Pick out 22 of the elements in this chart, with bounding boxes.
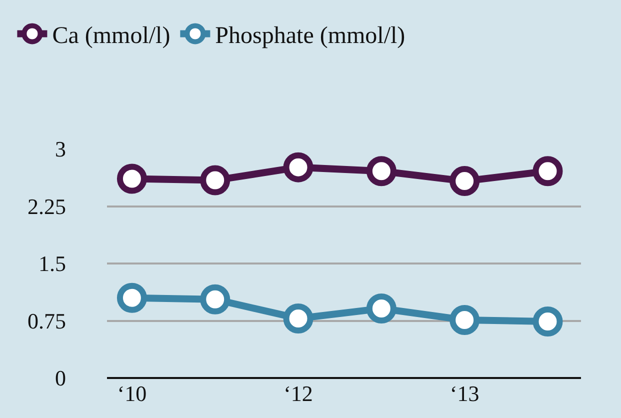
y-tick-label: 1.5 bbox=[38, 251, 66, 276]
x-tick-label: ‘10 bbox=[117, 381, 147, 406]
legend-label: Ca (mmol/l) bbox=[52, 23, 170, 50]
point bbox=[116, 282, 147, 313]
point bbox=[450, 304, 480, 335]
point bbox=[200, 165, 230, 196]
legend-label: Phosphate (mmol/l) bbox=[215, 23, 406, 50]
point bbox=[116, 164, 147, 194]
y-tick-label: 0.75 bbox=[28, 308, 66, 334]
x-tick-label: ‘13 bbox=[450, 381, 480, 406]
point bbox=[532, 156, 563, 186]
point bbox=[532, 306, 563, 336]
point bbox=[366, 294, 396, 324]
x-tick-label: ‘12 bbox=[284, 381, 313, 406]
point bbox=[200, 284, 230, 314]
y-tick-label: 0 bbox=[55, 366, 66, 391]
y-tick-label: 2.25 bbox=[28, 194, 66, 219]
point bbox=[366, 156, 396, 186]
point bbox=[283, 303, 314, 334]
point bbox=[450, 166, 480, 196]
y-tick-label: 3 bbox=[55, 136, 66, 162]
point bbox=[283, 152, 314, 182]
